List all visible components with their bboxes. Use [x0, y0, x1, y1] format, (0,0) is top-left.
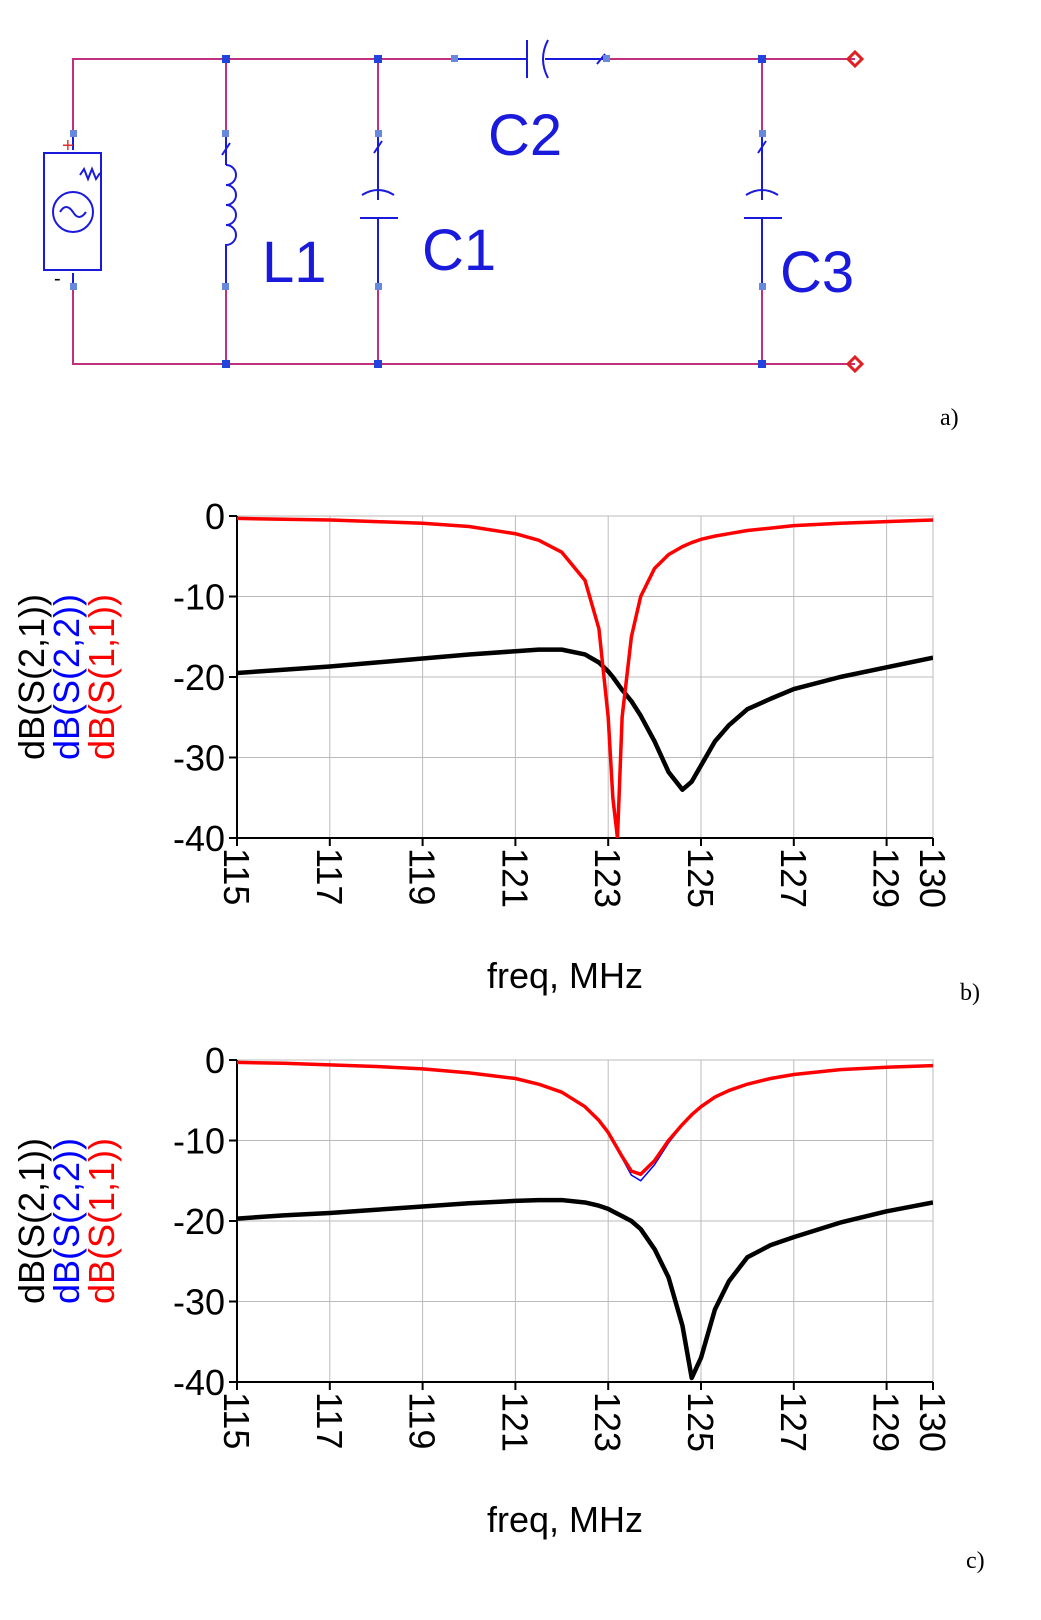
x-tick-label: 123 [587, 1392, 628, 1452]
x-tick-label: 130 [912, 1392, 953, 1452]
capacitor [455, 39, 607, 79]
panel-label: c) [966, 1548, 985, 1574]
source [72, 133, 101, 287]
panel-label: b) [960, 980, 980, 1006]
x-tick-label: 129 [866, 1392, 907, 1452]
x-axis-label: freq, MHz [487, 955, 643, 996]
y-tick-label: 0 [205, 496, 225, 537]
y-tick-label: -30 [173, 738, 225, 779]
legend-label: dB(S(2,2)) [46, 1138, 87, 1304]
component-label: C2 [488, 103, 562, 168]
component-label: L1 [262, 230, 327, 295]
x-tick-label: 117 [309, 848, 350, 905]
x-tick-label: 121 [494, 848, 535, 908]
component-label: C3 [780, 240, 854, 305]
port [845, 49, 865, 374]
nodes [70, 55, 766, 368]
x-tick-label: 115 [216, 848, 257, 905]
legend-label: dB(S(2,2)) [46, 594, 87, 760]
circuit: + - L1 C1 C2 C3 [43, 39, 865, 374]
y-tick-label: -30 [173, 1282, 225, 1323]
series-line [237, 647, 933, 792]
x-tick-label: 119 [402, 848, 443, 905]
series-line [237, 1197, 933, 1381]
wire [72, 287, 855, 365]
source [59, 206, 87, 218]
y-tick-label: -20 [173, 657, 225, 698]
x-tick-label: 130 [912, 848, 953, 908]
legend-label: dB(S(1,1)) [81, 594, 122, 760]
x-tick-label: 125 [680, 1392, 721, 1452]
y-tick-label: -10 [173, 577, 225, 618]
series-line [237, 1061, 933, 1182]
polarity: - [54, 268, 61, 290]
source [43, 152, 102, 271]
x-tick-label: 123 [587, 848, 628, 908]
x-tick-label: 127 [773, 1392, 814, 1452]
series-line [237, 1060, 933, 1177]
x-tick-label: 125 [680, 848, 721, 908]
x-tick-label: 117 [309, 1392, 350, 1449]
y-tick-label: 0 [205, 1040, 225, 1081]
x-axis-label: freq, MHz [487, 1499, 643, 1540]
series-line [237, 516, 933, 838]
y-tick-label: -10 [173, 1121, 225, 1162]
inductor [221, 133, 237, 287]
x-tick-label: 115 [216, 1392, 257, 1449]
y-tick-label: -40 [173, 1362, 225, 1403]
capacitor [744, 133, 782, 287]
capacitor [360, 133, 398, 287]
wire [72, 58, 455, 133]
legend-label: dB(S(1,1)) [81, 1138, 122, 1304]
x-tick-label: 129 [866, 848, 907, 908]
x-tick-label: 119 [402, 1392, 443, 1449]
source [52, 191, 94, 233]
component-label: C1 [422, 218, 496, 283]
legend-label: dB(S(2,1)) [11, 1138, 52, 1304]
y-tick-label: -40 [173, 818, 225, 859]
legend-label: dB(S(2,1)) [11, 594, 52, 760]
polarity: + [62, 135, 74, 157]
y-tick-label: -20 [173, 1201, 225, 1242]
x-tick-label: 121 [494, 1392, 535, 1452]
panel-label: a) [940, 405, 959, 431]
x-tick-label: 127 [773, 848, 814, 908]
